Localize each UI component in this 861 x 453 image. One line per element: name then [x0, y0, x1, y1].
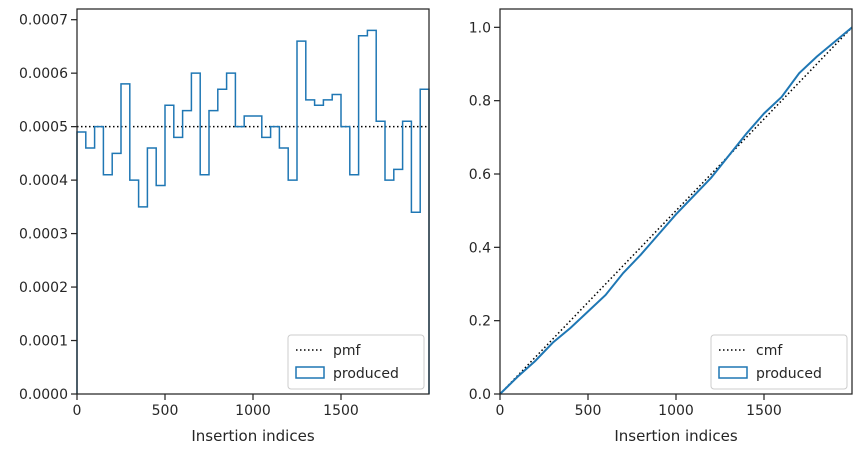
y-tick-label: 0.0001: [19, 334, 68, 350]
legend-label-pmf: pmf: [333, 343, 362, 359]
pmf-panel: 0 500 1000 1500 0.0000 0.0001 0.0002 0.0003 0.00…: [19, 8, 430, 445]
x-axis-label: Insertion indices: [191, 427, 314, 445]
y-tick-label: 0.0: [469, 387, 491, 403]
legend-box: [287, 334, 425, 390]
x-tick-label: 1500: [746, 403, 782, 419]
legend: pmf produced: [287, 334, 425, 390]
legend-box: [710, 334, 848, 390]
x-tick-label: 1500: [323, 403, 359, 419]
y-tick-label: 0.6: [469, 167, 491, 183]
x-tick-label: 1000: [235, 403, 271, 419]
legend-marker-produced: [718, 366, 748, 379]
x-tick-label: 0: [496, 403, 505, 419]
y-tick-label: 0.0005: [19, 120, 68, 136]
y-tick-label: 1.0: [469, 20, 491, 36]
y-tick-label: 0.0003: [19, 227, 68, 243]
y-tick-label: 0.0002: [19, 280, 68, 296]
series-cmf-line: [499, 26, 853, 395]
y-tick-label: 0.4: [469, 240, 491, 256]
legend-label-cmf: cmf: [756, 343, 783, 359]
legend-marker-produced: [295, 366, 325, 379]
legend-label-produced: produced: [333, 366, 399, 382]
series-produced-step: [76, 29, 430, 394]
y-tick-label: 0.2: [469, 314, 491, 330]
x-axis-label: Insertion indices: [614, 427, 737, 445]
legend-label-produced: produced: [756, 366, 822, 382]
x-tick-label: 1000: [658, 403, 694, 419]
y-tick-label: 0.0006: [19, 66, 68, 82]
series-produced-line: [499, 26, 853, 395]
y-tick-label: 0.0004: [19, 173, 68, 189]
x-tick-label: 0: [73, 403, 82, 419]
x-tick-label: 500: [575, 403, 602, 419]
cmf-panel: 0 500 1000 1500 0.0 0.2 0.4 0.6 0.8 1.0 Insertion …: [469, 8, 853, 445]
x-tick-label: 500: [152, 403, 179, 419]
y-tick-label: 0.0000: [19, 387, 68, 403]
legend: cmf produced: [710, 334, 848, 390]
y-tick-label: 0.8: [469, 94, 491, 110]
y-tick-label: 0.0007: [19, 13, 68, 29]
